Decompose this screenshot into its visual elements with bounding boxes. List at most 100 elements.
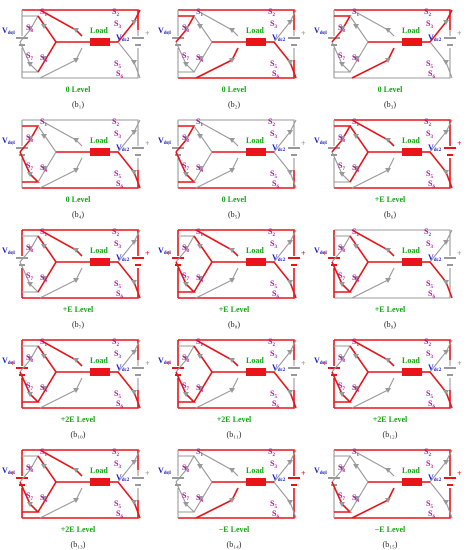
switch-label: S3 (426, 19, 433, 30)
branch-s8 (19, 345, 39, 373)
switch-arrow-icon (339, 466, 345, 471)
switch-label: S6 (428, 179, 435, 190)
switch-arrow-icon (131, 280, 137, 285)
switch-label: S6 (428, 289, 435, 300)
switch-arrow-icon (353, 276, 359, 281)
switch-label-sub: 1 (200, 13, 203, 18)
source-left-plus: + (10, 29, 15, 38)
switch-label: S5 (270, 279, 277, 290)
switch-label-sub: 1 (200, 123, 203, 128)
switch-label: S3 (426, 129, 433, 140)
switch-arrow-icon (287, 240, 293, 245)
switch-label-sub: 5 (274, 505, 277, 510)
switch-arrow-icon (27, 502, 33, 507)
vdc2-label: Vdc2 (272, 143, 286, 153)
switch-arrow-icon (183, 392, 189, 397)
switch-arrow-icon (287, 390, 293, 395)
vdc1-sub: dc1 (8, 361, 16, 366)
switch-label-sub: 3 (118, 245, 121, 250)
switch-label-sub: 4 (356, 499, 359, 504)
branch-s7 (331, 261, 352, 293)
load-block (246, 38, 266, 46)
switch-label: S6 (116, 399, 123, 410)
switch-label-sub: 1 (200, 343, 203, 348)
switch-label: S1 (40, 7, 47, 18)
switch-label-sub: 1 (356, 343, 359, 348)
switch-label-sub: 2 (428, 233, 431, 238)
switch-arrow-icon (353, 56, 359, 61)
switch-arrow-icon (385, 388, 391, 393)
switch-label: S8 (338, 23, 345, 34)
switch-arrow-icon (131, 60, 137, 65)
source-left-plus: + (322, 139, 327, 148)
switch-arrow-icon (197, 24, 203, 29)
switch-label-sub: 5 (430, 505, 433, 510)
branch-inner (193, 125, 213, 183)
bottom-rail (178, 500, 295, 519)
switch-arrow-icon (385, 248, 391, 253)
source-right-plus: + (301, 249, 306, 258)
switch-arrow-icon (41, 56, 47, 61)
branch-s7 (175, 371, 196, 403)
switch-label: S2 (112, 227, 119, 238)
bottom-rail (178, 170, 295, 189)
switch-arrow-icon (443, 60, 449, 65)
source-left-plus: + (10, 469, 15, 478)
load-block (402, 148, 422, 156)
switch-label: S1 (352, 337, 359, 348)
load-label: Load (246, 136, 264, 145)
top-rail (334, 229, 451, 250)
branch-s8 (331, 15, 352, 43)
branch-inner (349, 15, 369, 73)
switch-label-sub: 5 (274, 175, 277, 180)
switch-arrow-icon (73, 138, 79, 143)
switch-arrow-icon (183, 136, 189, 141)
switch-arrow-icon (385, 58, 391, 63)
switch-label: S1 (196, 227, 203, 238)
switch-label-sub: 4 (356, 169, 359, 174)
load-label: Load (402, 26, 420, 35)
switch-label: S3 (114, 349, 121, 360)
switch-label-sub: 6 (120, 405, 123, 410)
switch-arrow-icon (197, 354, 203, 359)
switch-arrow-icon (183, 356, 189, 361)
switch-label: S6 (116, 69, 123, 80)
switch-arrow-icon (385, 138, 391, 143)
switch-arrow-icon (353, 464, 359, 469)
switch-label: S4 (196, 163, 203, 174)
switch-label: S8 (338, 243, 345, 254)
switch-arrow-icon (131, 500, 137, 505)
load-label: Load (246, 246, 264, 255)
switch-label: S8 (338, 463, 345, 474)
switch-label-sub: 5 (274, 395, 277, 400)
load-label: Load (402, 246, 420, 255)
bottom-rail (334, 500, 451, 519)
vdc1-sub: dc1 (164, 361, 172, 366)
switch-arrow-icon (73, 388, 79, 393)
level-label: +2E Level (61, 525, 96, 534)
switch-label-sub: 1 (356, 13, 359, 18)
switch-label: S3 (114, 239, 121, 250)
switch-label-sub: 3 (274, 25, 277, 30)
panel-caption: (b₆) (384, 210, 396, 219)
switch-arrow-icon (229, 468, 235, 473)
load-label: Load (246, 26, 264, 35)
vdc2-label: Vdc2 (116, 473, 130, 483)
switch-label: S6 (428, 399, 435, 410)
switch-label-sub: 2 (272, 233, 275, 238)
switch-label: S7 (338, 271, 345, 282)
switch-arrow-icon (41, 134, 47, 139)
switch-label: S2 (268, 117, 275, 128)
switch-label: S2 (112, 447, 119, 458)
switch-arrow-icon (41, 496, 47, 501)
switch-label-sub: 3 (430, 25, 433, 30)
switch-arrow-icon (339, 392, 345, 397)
level-label: +2E Level (61, 415, 96, 424)
switch-arrow-icon (27, 26, 33, 31)
switch-arrow-icon (229, 358, 235, 363)
panel-caption: (b₃) (384, 100, 396, 109)
